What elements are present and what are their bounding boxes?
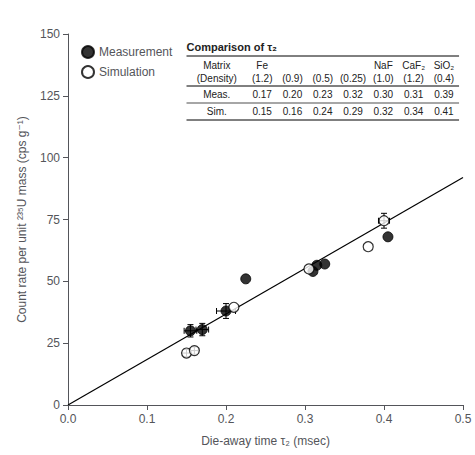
svg-text:0.23: 0.23	[313, 89, 333, 100]
svg-text:SiO₂: SiO₂	[434, 60, 455, 71]
svg-text:0.30: 0.30	[374, 89, 394, 100]
svg-text:0.39: 0.39	[434, 89, 454, 100]
svg-text:(0.4): (0.4)	[434, 73, 455, 84]
svg-text:50: 50	[47, 274, 61, 288]
svg-text:Matrix: Matrix	[203, 60, 230, 71]
svg-text:(1.0): (1.0)	[373, 73, 394, 84]
svg-text:0.24: 0.24	[313, 106, 333, 117]
svg-text:CaF₂: CaF₂	[402, 60, 425, 71]
svg-text:0.2: 0.2	[218, 412, 235, 426]
svg-text:0: 0	[53, 398, 60, 412]
svg-text:0.32: 0.32	[343, 89, 363, 100]
svg-text:NaF: NaF	[374, 60, 393, 71]
svg-text:0.41: 0.41	[434, 106, 454, 117]
svg-text:(0.9): (0.9)	[282, 73, 303, 84]
svg-text:100: 100	[40, 151, 60, 165]
svg-text:(1.2): (1.2)	[403, 73, 424, 84]
svg-text:0.1: 0.1	[139, 412, 156, 426]
svg-text:0.20: 0.20	[283, 89, 303, 100]
svg-text:Count rate per unit ²³⁵U mass: Count rate per unit ²³⁵U mass (cps g⁻¹)	[15, 116, 29, 323]
svg-text:(1.2): (1.2)	[252, 73, 273, 84]
svg-text:0.17: 0.17	[252, 89, 272, 100]
svg-text:0.29: 0.29	[343, 106, 363, 117]
svg-text:(0.5): (0.5)	[312, 73, 333, 84]
svg-text:125: 125	[40, 89, 60, 103]
svg-text:Die-away time τ₂ (msec): Die-away time τ₂ (msec)	[201, 434, 330, 448]
svg-text:0.5: 0.5	[455, 412, 472, 426]
svg-text:0.34: 0.34	[404, 106, 424, 117]
svg-text:(0.25): (0.25)	[340, 73, 366, 84]
svg-text:0.32: 0.32	[374, 106, 394, 117]
svg-text:(Density): (Density)	[197, 73, 237, 84]
svg-text:0.16: 0.16	[283, 106, 303, 117]
svg-text:25: 25	[47, 336, 61, 350]
svg-text:75: 75	[47, 213, 61, 227]
svg-text:0.4: 0.4	[376, 412, 393, 426]
svg-text:Simulation: Simulation	[99, 65, 155, 79]
svg-text:Comparison of τ₂: Comparison of τ₂	[187, 41, 278, 53]
svg-text:150: 150	[40, 27, 60, 41]
svg-text:0.31: 0.31	[404, 89, 424, 100]
svg-text:Fe: Fe	[256, 60, 268, 71]
svg-text:0.15: 0.15	[252, 106, 272, 117]
svg-text:Measurement: Measurement	[99, 45, 173, 59]
svg-text:0.3: 0.3	[297, 412, 314, 426]
svg-text:Meas.: Meas.	[203, 89, 230, 100]
svg-text:0.0: 0.0	[60, 412, 77, 426]
svg-text:Sim.: Sim.	[207, 106, 227, 117]
